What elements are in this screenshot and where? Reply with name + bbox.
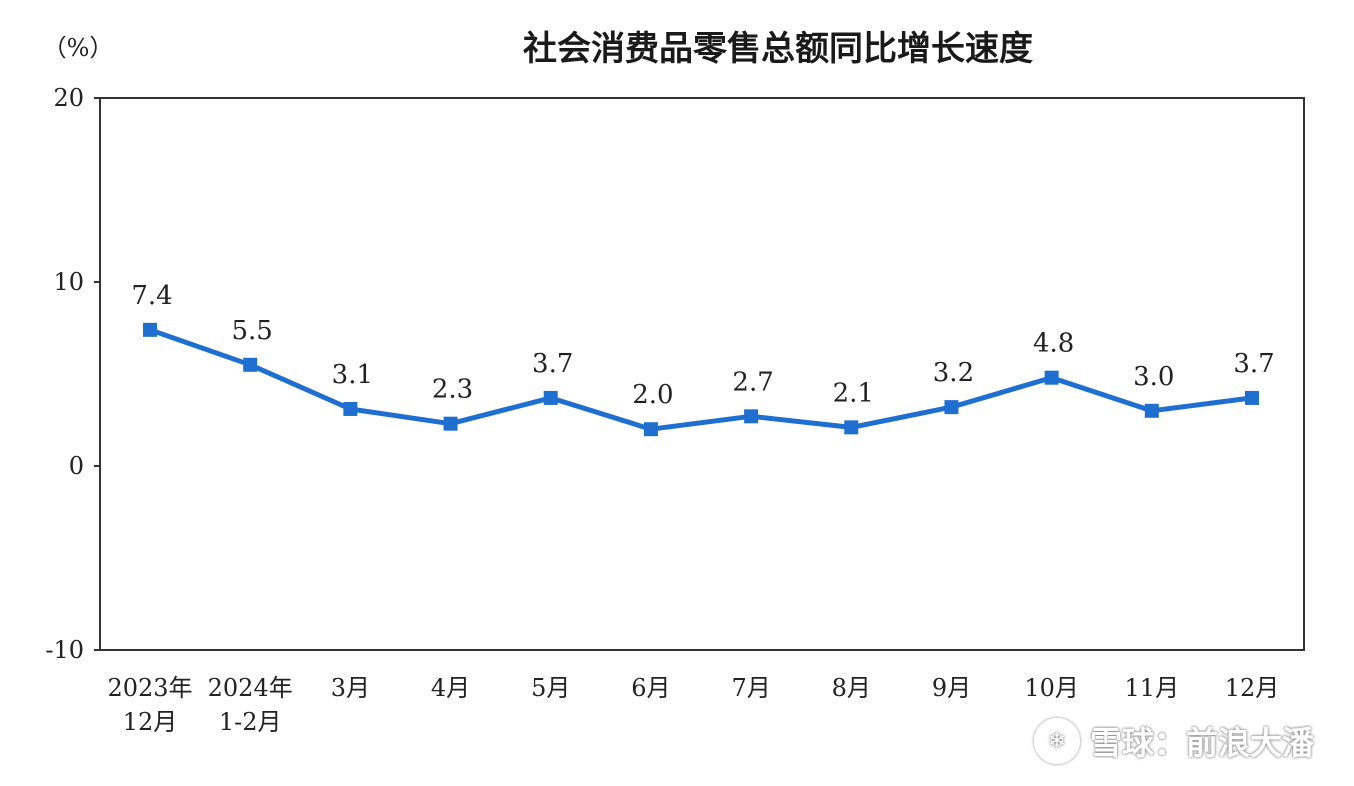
x-tick-label: 12月 — [123, 708, 178, 736]
y-tick-label: 10 — [53, 268, 84, 296]
data-label: 5.5 — [232, 316, 273, 346]
y-unit-label: （%） — [43, 34, 114, 62]
plot-frame — [99, 97, 1305, 651]
x-tick-label: 3月 — [331, 674, 370, 702]
data-labels: 7.4 5.5 3.1 2.3 3.7 2.0 2.7 2.1 3.2 4.8 3.0 3.7 — [131, 281, 1274, 410]
data-point — [243, 357, 258, 372]
data-point — [543, 390, 558, 405]
x-tick-label: 11月 — [1125, 674, 1180, 702]
data-point — [143, 322, 157, 337]
x-tick-label: 9月 — [932, 674, 971, 702]
x-tick-label: 1-2月 — [219, 708, 282, 736]
data-label: 3.1 — [332, 360, 373, 390]
x-tick-label: 5月 — [531, 674, 570, 702]
data-point — [1144, 403, 1159, 418]
data-label: 2.1 — [833, 378, 874, 408]
x-tick-label: 10月 — [1024, 674, 1079, 702]
data-point — [343, 401, 358, 416]
y-tick-label: 20 — [53, 84, 84, 112]
data-point — [643, 422, 658, 437]
x-tick-label: 7月 — [731, 674, 770, 702]
data-label: 4.8 — [1033, 329, 1074, 359]
data-label: 3.7 — [532, 349, 573, 379]
y-tick-label: -10 — [45, 636, 84, 664]
data-label: 7.4 — [131, 281, 172, 311]
x-tick-label: 2023年 — [107, 674, 192, 702]
data-point — [744, 409, 759, 424]
data-label: 3.0 — [1133, 362, 1174, 392]
y-axis: 20 10 0 -10 — [45, 84, 100, 664]
x-tick-label: 12月 — [1225, 674, 1280, 702]
x-tick-label: 6月 — [631, 674, 670, 702]
chart-title: 社会消费品零售总额同比增长速度 — [523, 29, 1033, 69]
data-point — [844, 420, 859, 435]
data-point — [944, 400, 959, 415]
snowball-logo-icon: ❄ — [1033, 718, 1080, 764]
x-axis: 2023年 12月 2024年 1-2月 3月 4月 5月 6月 7月 8月 9月 10月 11月 12月 — [107, 674, 1279, 736]
data-point — [1044, 370, 1059, 385]
data-point — [1245, 390, 1259, 405]
data-label: 2.0 — [632, 380, 673, 410]
data-point — [443, 416, 458, 431]
x-tick-label: 8月 — [832, 674, 871, 702]
data-label: 3.7 — [1233, 349, 1274, 379]
data-label: 3.2 — [933, 358, 974, 388]
x-tick-label: 4月 — [431, 674, 470, 702]
x-tick-label: 2024年 — [208, 674, 293, 702]
series-line — [149, 327, 1253, 432]
watermark: ❄ 雪球：前浪大潘 — [1033, 718, 1314, 764]
y-tick-label: 0 — [69, 452, 84, 480]
data-markers — [143, 322, 1259, 437]
data-label: 2.3 — [432, 375, 473, 405]
data-label: 2.7 — [732, 367, 773, 397]
watermark-text: 雪球：前浪大潘 — [1089, 724, 1314, 762]
